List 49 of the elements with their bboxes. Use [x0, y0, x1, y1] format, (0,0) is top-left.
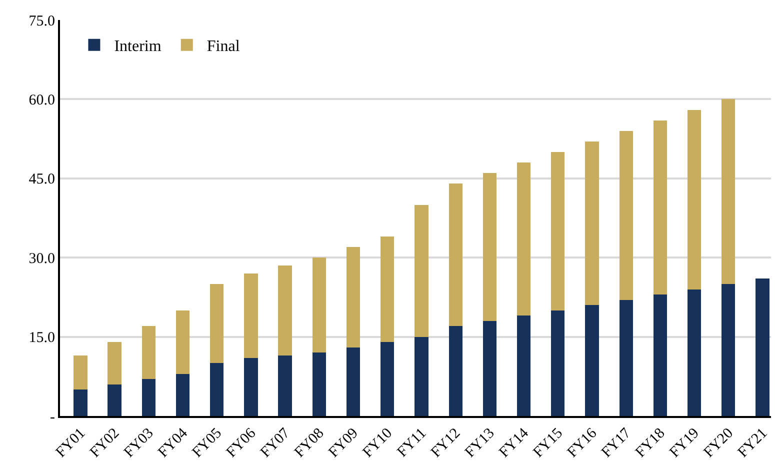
bar [482, 173, 496, 321]
bar [244, 273, 258, 358]
bar [312, 352, 326, 416]
bar [585, 141, 599, 306]
bar [278, 266, 292, 356]
bar [346, 247, 360, 348]
bar [108, 384, 122, 416]
bar [687, 110, 702, 290]
bar [74, 355, 88, 390]
bar [278, 355, 292, 416]
bar [346, 347, 360, 416]
bar [448, 326, 462, 416]
bar [380, 342, 394, 416]
bar [176, 374, 190, 416]
bar [585, 305, 599, 416]
y-tick-label: - [50, 409, 55, 426]
bar [619, 130, 633, 300]
bar [687, 289, 702, 416]
bar [142, 379, 156, 416]
bar [482, 320, 496, 416]
y-tick-label: 30.0 [28, 250, 55, 267]
bar [210, 363, 224, 416]
bar [142, 326, 156, 380]
y-tick-label: 60.0 [28, 92, 55, 108]
bar [414, 336, 428, 416]
bar [653, 294, 667, 416]
bar [210, 284, 224, 364]
bar [312, 258, 326, 353]
bar [551, 152, 565, 310]
y-tick-label: 75.0 [28, 13, 55, 30]
bar [722, 284, 736, 416]
bar [244, 358, 258, 416]
bar [448, 184, 462, 326]
legend-label: Final [206, 38, 240, 56]
bar [756, 278, 770, 416]
legend-label: Interim [114, 38, 162, 56]
bar [74, 390, 88, 416]
bar [516, 162, 531, 316]
y-tick-label: 15.0 [28, 330, 55, 346]
bar [414, 204, 428, 337]
bar [108, 342, 122, 384]
y-tick-label: 45.0 [28, 172, 55, 188]
bar [516, 316, 531, 416]
bar [551, 310, 565, 416]
bar [653, 120, 667, 295]
bar [380, 236, 394, 342]
bar [176, 310, 190, 374]
bar [722, 99, 736, 284]
bar [619, 300, 633, 416]
